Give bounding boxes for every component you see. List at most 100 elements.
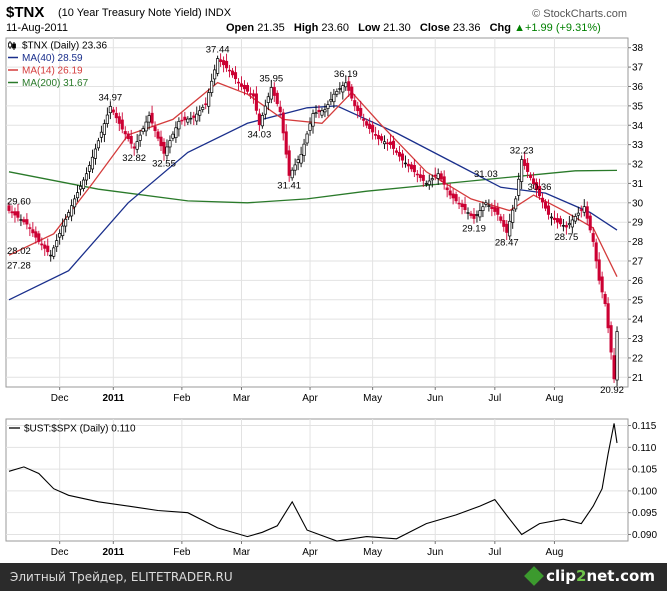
candle-body [147, 115, 151, 123]
candle-body [517, 178, 521, 196]
candle-body [609, 325, 613, 353]
candle-body [287, 150, 291, 176]
candle-body [40, 243, 44, 246]
price-annotation: 31.41 [277, 180, 301, 191]
candle-body [210, 80, 214, 93]
open-label: Open [226, 22, 255, 34]
candle-body [34, 231, 38, 238]
footer-bar: Элитный Трейдер, ELITETRADER.RU clip2net… [0, 563, 667, 591]
candle-body [478, 210, 482, 218]
candle-body [37, 233, 41, 242]
price-annotation: 36.19 [334, 69, 358, 80]
candle-body [263, 105, 267, 115]
candle-body [412, 165, 416, 173]
price-panel-xtick-label: Mar [233, 393, 251, 404]
logo-part1: clip [546, 567, 576, 585]
candle-body [7, 205, 11, 211]
candle-body [353, 100, 357, 107]
price-panel-xtick-label: Jun [427, 393, 443, 404]
candle-body [320, 110, 324, 116]
candle-body [335, 91, 339, 95]
candle-body [344, 82, 348, 88]
candle-body [526, 162, 530, 172]
candle-body [99, 131, 103, 138]
candle-body [460, 203, 464, 208]
ust-spx-ratio-line [8, 423, 618, 542]
candle-body [481, 206, 485, 212]
legend-candle-body-2 [12, 43, 16, 49]
candle-body [138, 134, 142, 141]
candle-body [308, 123, 312, 131]
price-annotation: 34.97 [98, 92, 122, 103]
candle-body [10, 211, 14, 214]
open-value: 21.35 [257, 22, 285, 34]
candle-body [135, 141, 139, 150]
candle-body [615, 331, 619, 381]
candle-body [156, 131, 160, 139]
candle-body [472, 214, 476, 219]
candle-body [269, 87, 273, 100]
ratio-panel-ytick-label: 0.105 [632, 465, 657, 476]
candle-body [159, 136, 163, 147]
candle-body [388, 141, 393, 145]
candle-body [338, 88, 342, 90]
candle-body [290, 169, 294, 179]
price-annotation: 34.03 [247, 130, 271, 141]
candle-body [603, 293, 607, 304]
candle-body [368, 123, 372, 129]
candle-body [591, 233, 595, 242]
candle-body [484, 202, 488, 205]
low-label: Low [358, 22, 381, 34]
candle-body [347, 81, 351, 91]
candle-body [108, 106, 112, 114]
candle-body [362, 118, 366, 121]
close-value: 23.36 [452, 22, 481, 34]
candle-body [19, 219, 23, 221]
candle-body [174, 127, 178, 139]
candle-body [183, 116, 187, 121]
ratio-panel-xtick-label: Feb [173, 547, 191, 558]
ratio-panel-xtick-label: Jul [488, 547, 501, 558]
candle-body [242, 84, 247, 90]
candle-body [141, 128, 145, 132]
ratio-legend-label: $UST:$SPX (Daily) 0.110 [24, 424, 136, 435]
candle-body [341, 85, 345, 93]
candle-body [293, 164, 297, 171]
candle-body [600, 276, 604, 293]
price-panel-ytick-label: 22 [632, 353, 644, 364]
candle-body [162, 141, 166, 154]
candle-body [558, 218, 562, 225]
candle-body [248, 93, 252, 95]
candle-body [123, 131, 127, 135]
price-panel-ytick-label: 31 [632, 179, 644, 190]
ma14-line [8, 81, 618, 277]
price-panel-ytick-label: 25 [632, 295, 644, 306]
candle-body [594, 242, 598, 262]
candle-body [55, 240, 59, 248]
candle-body [400, 153, 404, 161]
candle-body [302, 143, 306, 156]
ratio-panel-frame [5, 418, 629, 542]
candle-body [177, 121, 181, 130]
candle-body [61, 225, 65, 237]
candle-body [120, 119, 124, 130]
price-annotation: 37.44 [206, 45, 230, 56]
ratio-panel-ytick-label: 0.110 [632, 443, 657, 454]
logo-part3: net.com [586, 567, 655, 585]
candle-body [451, 193, 455, 199]
price-panel-ytick-label: 38 [632, 43, 644, 54]
candle-body [281, 112, 285, 134]
candle-body [102, 123, 106, 135]
clip2net-logo[interactable]: clip2net.com [524, 566, 655, 586]
price-panel-ytick-label: 32 [632, 160, 644, 171]
candle-body [508, 220, 512, 237]
candle-body [25, 219, 29, 225]
candle-body [284, 131, 288, 155]
candle-body [439, 173, 443, 180]
candle-body [114, 112, 118, 119]
candle-body [168, 140, 172, 148]
candle-body [457, 202, 461, 205]
candle-body [442, 176, 446, 185]
price-annotation: 29.19 [462, 224, 486, 235]
price-panel-ytick-label: 30 [632, 198, 644, 209]
